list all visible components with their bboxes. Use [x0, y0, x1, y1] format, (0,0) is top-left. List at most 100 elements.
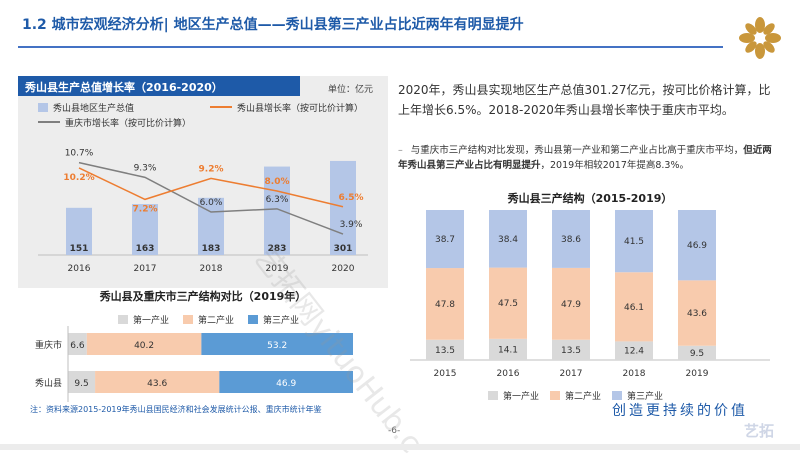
x-tick-label: 2016 [497, 369, 520, 379]
legend-item-secondary: 第二产业 [550, 389, 601, 402]
segment-label: 9.5 [690, 349, 704, 359]
segment-label: 9.5 [74, 379, 88, 389]
gdp-growth-chart: 151 2016 163 2017 183 2018 283 2019 301 2020 10.7%… [38, 149, 368, 274]
bullet-text-part2: ，2019年相较2017年提高8.3%。 [540, 160, 690, 171]
legend-label: 重庆市增长率（按可比价计算） [65, 119, 192, 129]
stack-segment [678, 210, 716, 281]
legend-item-gdp: 秀山县地区生产总值 [38, 101, 134, 114]
x-tick-label: 2015 [434, 369, 457, 379]
xiushan-growth-line [78, 167, 344, 208]
x-tick-label: 2020 [332, 264, 355, 274]
gdp-bar [132, 204, 158, 255]
stack-segment [489, 210, 527, 268]
segment-label: 14.1 [498, 345, 518, 355]
gdp-bar-label: 283 [268, 244, 287, 254]
legend-item-chongqing-growth: 重庆市增长率（按可比价计算） [38, 116, 191, 129]
segment-label: 46.9 [276, 379, 296, 389]
legend-item-xiushan-growth: 秀山县增长率（按可比价计算） [210, 101, 363, 114]
legend-swatch [550, 391, 560, 400]
segment-label: 47.8 [435, 300, 455, 310]
legend-label: 秀山县地区生产总值 [53, 104, 135, 114]
segment-label: 53.2 [267, 341, 287, 351]
legend-swatch [183, 315, 193, 324]
legend-swatch-bar [38, 103, 48, 112]
segment-label: 41.5 [624, 237, 644, 247]
segment-label: 46.9 [687, 241, 707, 251]
stack-segment [615, 210, 653, 273]
legend-swatch [248, 315, 258, 324]
bullet-dash: – [398, 145, 403, 156]
chongqing-growth-label: 6.0% [200, 198, 223, 208]
chongqing-growth-label: 9.3% [134, 163, 157, 173]
corner-brand-logo: 艺拓 [744, 422, 775, 440]
footer-bar [0, 444, 800, 450]
segment-label: 46.1 [624, 303, 644, 313]
title-divider [18, 46, 723, 48]
stack-segment [426, 268, 464, 340]
x-tick-label: 2019 [266, 264, 289, 274]
chongqing-growth-label: 6.3% [266, 195, 289, 205]
stack-segment [426, 339, 464, 360]
summary-paragraph: 2020年，秀山县实现地区生产总值301.27亿元，按可比价格计算，比上年增长6… [398, 83, 771, 117]
segment-label: 40.2 [134, 341, 154, 351]
segment-label: 13.5 [561, 346, 581, 356]
stack-segment [86, 333, 202, 355]
structure-chart-title: 秀山县三产结构（2015-2019） [507, 192, 673, 205]
legend-label: 第三产业 [263, 316, 300, 326]
gdp-bar [66, 207, 92, 255]
gdp-bar-label: 183 [202, 244, 221, 254]
gdp-bar-label: 301 [334, 244, 353, 254]
flower-logo-icon [739, 17, 781, 59]
segment-label: 13.5 [435, 346, 455, 356]
stack-segment [552, 339, 590, 360]
xiushan-growth-label: 8.0% [265, 177, 290, 187]
stack-segment [426, 210, 464, 269]
legend-swatch-line [210, 106, 232, 108]
legend-item-tertiary: 第三产业 [248, 313, 299, 326]
legend-item-secondary: 第二产业 [183, 313, 234, 326]
page-number: -6- [388, 426, 401, 436]
source-note: 注：资料来源2015-2019年秀山县国民经济和社会发展统计公报、重庆市统计年鉴 [30, 405, 322, 414]
chongqing-growth-label: 3.9% [340, 220, 363, 230]
stack-segment [552, 210, 590, 268]
segment-label: 47.9 [561, 300, 581, 310]
x-tick-label: 2019 [686, 369, 709, 379]
segment-label: 38.6 [561, 235, 581, 245]
x-tick-label: 2016 [68, 264, 91, 274]
bullet-text-part1: 与重庆市三产结构对比发现，秀山县第一产业和第二产业占比高于重庆市平均， [410, 145, 744, 156]
xiushan-growth-label: 9.2% [199, 164, 224, 174]
segment-label: 43.6 [147, 379, 167, 389]
bullet-text-bold: 但近两年秀山县第三产业占比有明显提升 [398, 145, 772, 171]
stack-segment [615, 272, 653, 342]
industry-structure-chart: 13.5 47.8 38.7 2015 14.1 47.5 38.4 2016 13.5 47.9… [410, 210, 770, 379]
stack-segment [678, 280, 716, 346]
stack-segment [615, 341, 653, 360]
segment-label: 47.5 [498, 299, 518, 309]
legend-label: 秀山县增长率（按可比价计算） [237, 104, 364, 114]
row-label: 秀山县 [35, 377, 62, 389]
analysis-bullet: – 与重庆市三产结构对比发现，秀山县第一产业和第二产业占比高于重庆市平均，但近两年… [398, 143, 773, 173]
compare-chart-title: 秀山县及重庆市三产结构对比（2019年） [99, 290, 307, 303]
slogan: 创造更持续的价值 [612, 403, 748, 419]
segment-label: 38.4 [498, 235, 518, 245]
row-label: 重庆市 [35, 339, 62, 351]
segment-label: 38.7 [435, 235, 455, 245]
industry-compare-chart: 重庆市 6.6 40.2 53.2 秀山县 9.5 43.6 46.9 [35, 326, 353, 402]
legend-item-primary: 第一产业 [488, 389, 539, 402]
gdp-bar-label: 151 [70, 244, 89, 254]
stack-segment [68, 333, 87, 355]
gdp-chart-unit: 单位：亿元 [328, 85, 374, 95]
stack-segment [678, 345, 716, 360]
legend-swatch [118, 315, 128, 324]
legend-label: 第一产业 [503, 392, 540, 402]
chongqing-growth-line [78, 161, 344, 235]
legend-swatch [612, 391, 622, 400]
legend-item-primary: 第一产业 [118, 313, 169, 326]
x-tick-label: 2018 [200, 264, 223, 274]
stack-segment [68, 371, 96, 393]
gdp-chart-title: 秀山县生产总值增长率（2016-2020） [18, 76, 300, 96]
x-tick-label: 2018 [623, 369, 646, 379]
gdp-bar-label: 163 [136, 244, 155, 254]
legend-label: 第二产业 [565, 392, 602, 402]
legend-label: 第一产业 [133, 316, 170, 326]
